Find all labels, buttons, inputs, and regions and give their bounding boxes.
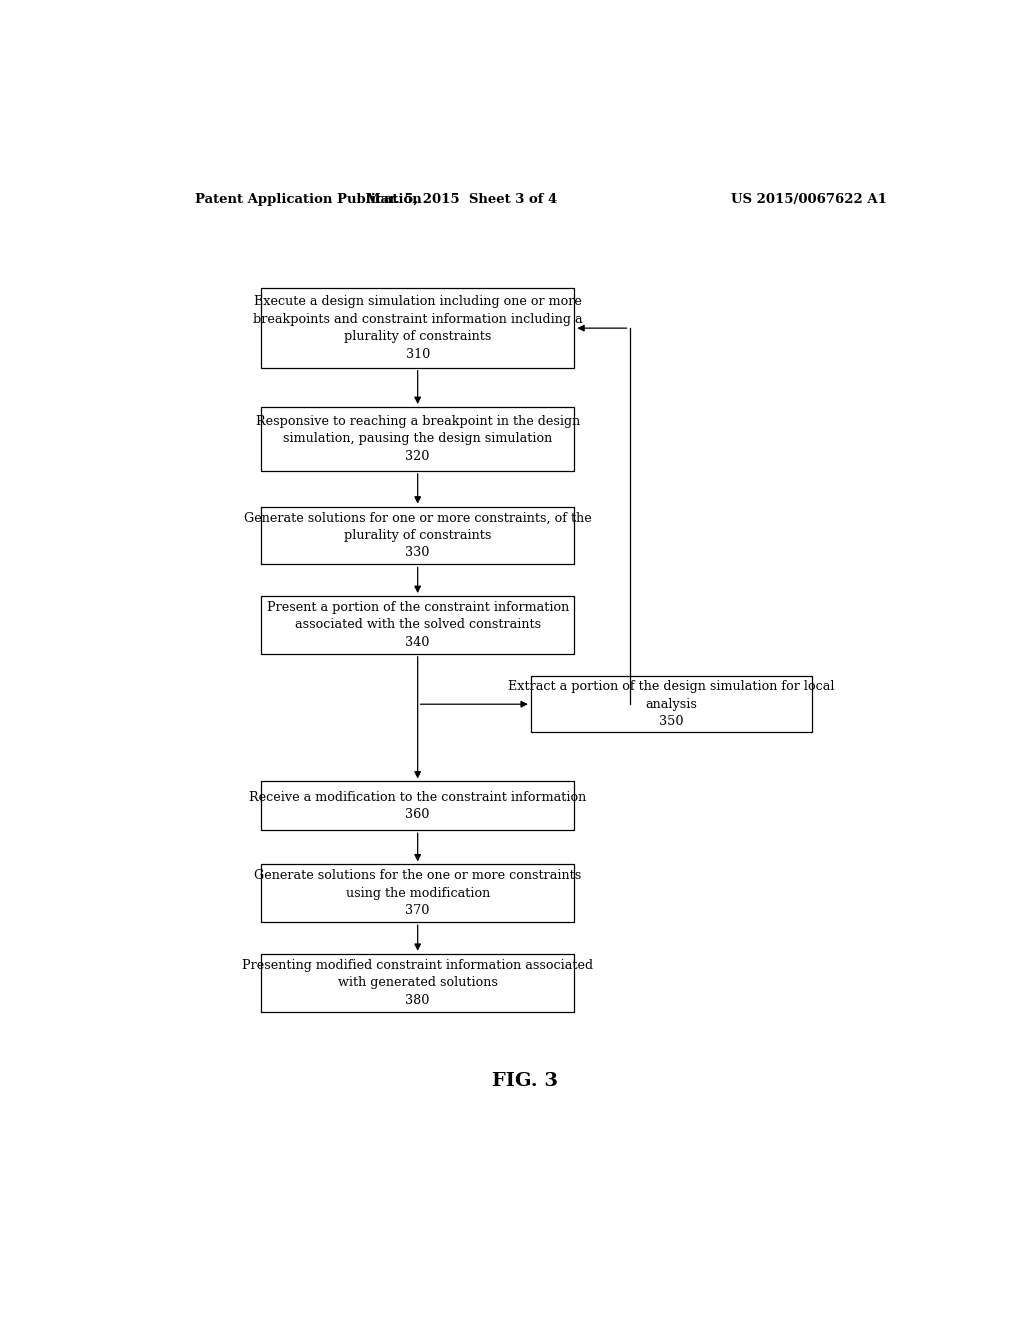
Bar bbox=[261, 289, 574, 368]
Text: Receive a modification to the constraint information
360: Receive a modification to the constraint… bbox=[249, 791, 587, 821]
Text: Present a portion of the constraint information
associated with the solved const: Present a portion of the constraint info… bbox=[266, 601, 568, 649]
Bar bbox=[261, 595, 574, 653]
Text: Execute a design simulation including one or more
breakpoints and constraint inf: Execute a design simulation including on… bbox=[253, 296, 583, 360]
Bar bbox=[261, 507, 574, 565]
Text: Mar. 5, 2015  Sheet 3 of 4: Mar. 5, 2015 Sheet 3 of 4 bbox=[366, 193, 557, 206]
Bar bbox=[261, 407, 574, 471]
Bar bbox=[261, 781, 574, 830]
Bar bbox=[261, 865, 574, 923]
Text: Patent Application Publication: Patent Application Publication bbox=[196, 193, 422, 206]
Text: Generate solutions for one or more constraints, of the
plurality of constraints
: Generate solutions for one or more const… bbox=[244, 511, 592, 560]
Bar bbox=[530, 676, 812, 733]
Bar bbox=[261, 954, 574, 1011]
Text: US 2015/0067622 A1: US 2015/0067622 A1 bbox=[731, 193, 887, 206]
Text: Generate solutions for the one or more constraints
using the modification
370: Generate solutions for the one or more c… bbox=[254, 870, 582, 917]
Text: FIG. 3: FIG. 3 bbox=[492, 1072, 558, 1090]
Text: Responsive to reaching a breakpoint in the design
simulation, pausing the design: Responsive to reaching a breakpoint in t… bbox=[256, 414, 580, 463]
Text: Presenting modified constraint information associated
with generated solutions
3: Presenting modified constraint informati… bbox=[242, 958, 593, 1007]
Text: Extract a portion of the design simulation for local
analysis
350: Extract a portion of the design simulati… bbox=[508, 680, 835, 729]
